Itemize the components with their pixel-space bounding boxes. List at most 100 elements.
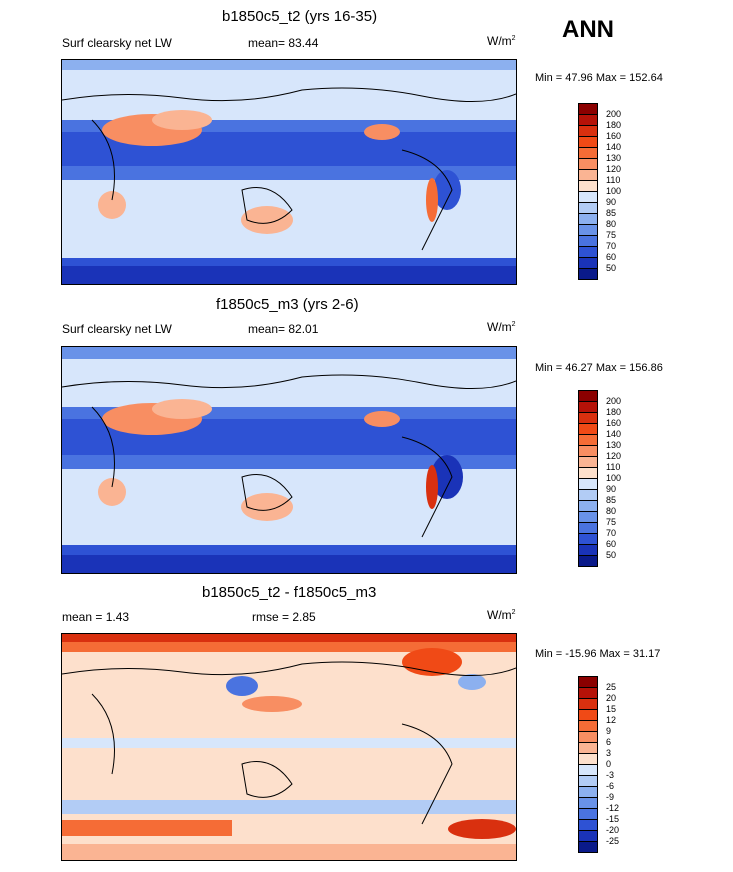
colorbar-tick-label: -12 xyxy=(606,803,620,813)
colorbar-tick-label: 80 xyxy=(606,219,617,229)
colorbar-tick-label: -15 xyxy=(606,814,620,824)
panel-3-map-svg xyxy=(62,634,516,860)
panel-3-mean-label: mean = 1.43 xyxy=(62,610,130,624)
colorbar-tick-label: 60 xyxy=(606,252,617,262)
colorbar-tick-label: -6 xyxy=(606,781,615,791)
colorbar-tick-label: 75 xyxy=(606,230,617,240)
colorbar-tick-label: 70 xyxy=(606,528,617,538)
colorbar-tick-label: 180 xyxy=(606,407,622,417)
coastline-north xyxy=(62,374,516,389)
south-africa-warm xyxy=(98,191,126,219)
panel-3-colorbar: 25 20 15 12 9 6 3 0 -3 -6 -9 -12 -15 -20 -25 xyxy=(578,676,658,858)
colorbar-tick-label: 120 xyxy=(606,451,622,461)
colorbar-tick-label: 85 xyxy=(606,208,617,218)
colorbar-tick-label: 50 xyxy=(606,550,617,560)
andes-warm xyxy=(426,178,438,222)
panel-2-minmax: Min = 46.27 Max = 156.86 xyxy=(535,362,663,374)
arctic-warm-core xyxy=(62,634,516,642)
panel-3-minmax: Min = -15.96 Max = 31.17 xyxy=(535,648,661,660)
colorbar-tick-label: 140 xyxy=(606,429,622,439)
colorbar-tick-label: 100 xyxy=(606,473,622,483)
colorbar-swatch xyxy=(578,268,598,280)
amazon-cool xyxy=(433,170,461,210)
colorbar-tick-label: 15 xyxy=(606,704,617,714)
panel-2-title: f1850c5_m3 (yrs 2-6) xyxy=(216,296,359,313)
australia-warm xyxy=(241,206,293,234)
arctic-band xyxy=(62,347,516,359)
panel-2-map xyxy=(61,346,517,574)
colorbar-swatch xyxy=(578,555,598,567)
colorbar-tick-label: 130 xyxy=(606,153,622,163)
panel-1-units: W/m2 xyxy=(487,34,516,48)
coastline-continents xyxy=(91,693,453,825)
panel-1-map xyxy=(61,59,517,285)
colorbar-tick-label: -20 xyxy=(606,825,620,835)
panel-1-variable-label: Surf clearsky net LW xyxy=(62,36,172,50)
kuroshio-warm xyxy=(242,696,302,712)
panel-2-colorbar: 200 180 160 140 130 120 110 100 90 85 80 75 70 60 50 xyxy=(578,390,658,570)
southern-cool xyxy=(62,800,516,814)
colorbar-tick-label: -25 xyxy=(606,836,620,846)
colorbar-tick-label: 60 xyxy=(606,539,617,549)
colorbar-tick-label: 75 xyxy=(606,517,617,527)
coastline-north xyxy=(62,87,516,102)
amazon-cool xyxy=(431,455,463,499)
panel-3-map xyxy=(61,633,517,861)
panel-3-title: b1850c5_t2 - f1850c5_m3 xyxy=(202,584,377,601)
panel-1-title: b1850c5_t2 (yrs 16-35) xyxy=(222,8,378,25)
colorbar-tick-label: 90 xyxy=(606,197,617,207)
colorbar-tick-label: 110 xyxy=(606,462,621,472)
season-label: ANN xyxy=(562,16,614,43)
panel-1-colorbar: 200 180 160 140 130 120 110 100 90 85 80 75 70 60 50 xyxy=(578,103,658,285)
colorbar-tick-label: 200 xyxy=(606,109,622,119)
colorbar-tick-label: 130 xyxy=(606,440,622,450)
equator-cool xyxy=(62,738,516,748)
mexico-warm xyxy=(364,411,400,427)
arctic-band xyxy=(62,60,516,70)
southern-warm-east xyxy=(448,819,516,839)
southern-warm-west xyxy=(62,820,232,836)
colorbar-tick-label: 140 xyxy=(606,142,622,152)
panel-2-units: W/m2 xyxy=(487,320,516,334)
colorbar-swatch xyxy=(578,841,598,853)
colorbar-tick-label: 70 xyxy=(606,241,617,251)
coastline-north xyxy=(62,661,516,676)
antarctic-warm xyxy=(62,844,516,860)
antarctic-core xyxy=(62,555,516,573)
coastline-continents xyxy=(91,119,453,251)
panel-3-units: W/m2 xyxy=(487,608,516,622)
arabia-warm xyxy=(152,110,212,130)
panel-2-mean-label: mean= 82.01 xyxy=(248,322,319,336)
panel-3-rmse-label: rmse = 2.85 xyxy=(252,610,316,624)
australia-warm xyxy=(241,493,293,521)
mexico-warm xyxy=(364,124,400,140)
panel-1-map-svg xyxy=(62,60,516,284)
colorbar-tick-label: 85 xyxy=(606,495,617,505)
south-africa-warm xyxy=(98,478,126,506)
colorbar-tick-label: 120 xyxy=(606,164,622,174)
colorbar-tick-label: 80 xyxy=(606,506,617,516)
panel-2-map-svg xyxy=(62,347,516,573)
panel-1-mean-label: mean= 83.44 xyxy=(248,36,319,50)
colorbar-tick-label: 3 xyxy=(606,748,612,758)
coastline-continents xyxy=(91,406,453,538)
colorbar-tick-label: 6 xyxy=(606,737,612,747)
north-atlantic-cool xyxy=(458,674,486,690)
antarctic-core xyxy=(62,266,516,284)
colorbar-tick-label: 90 xyxy=(606,484,617,494)
colorbar-tick-label: 20 xyxy=(606,693,617,703)
colorbar-tick-label: 9 xyxy=(606,726,612,736)
colorbar-tick-label: 0 xyxy=(606,759,612,769)
colorbar-tick-label: 25 xyxy=(606,682,617,692)
colorbar-tick-label: 100 xyxy=(606,186,622,196)
panel-2-variable-label: Surf clearsky net LW xyxy=(62,322,172,336)
colorbar-tick-label: 160 xyxy=(606,131,622,141)
japan-cool xyxy=(226,676,258,696)
colorbar-tick-label: 200 xyxy=(606,396,622,406)
arabia-warm xyxy=(152,399,212,419)
colorbar-tick-label: 50 xyxy=(606,263,617,273)
andes-warm xyxy=(426,465,438,509)
colorbar-tick-label: 12 xyxy=(606,715,617,725)
colorbar-tick-label: 180 xyxy=(606,120,622,130)
colorbar-tick-label: 160 xyxy=(606,418,622,428)
